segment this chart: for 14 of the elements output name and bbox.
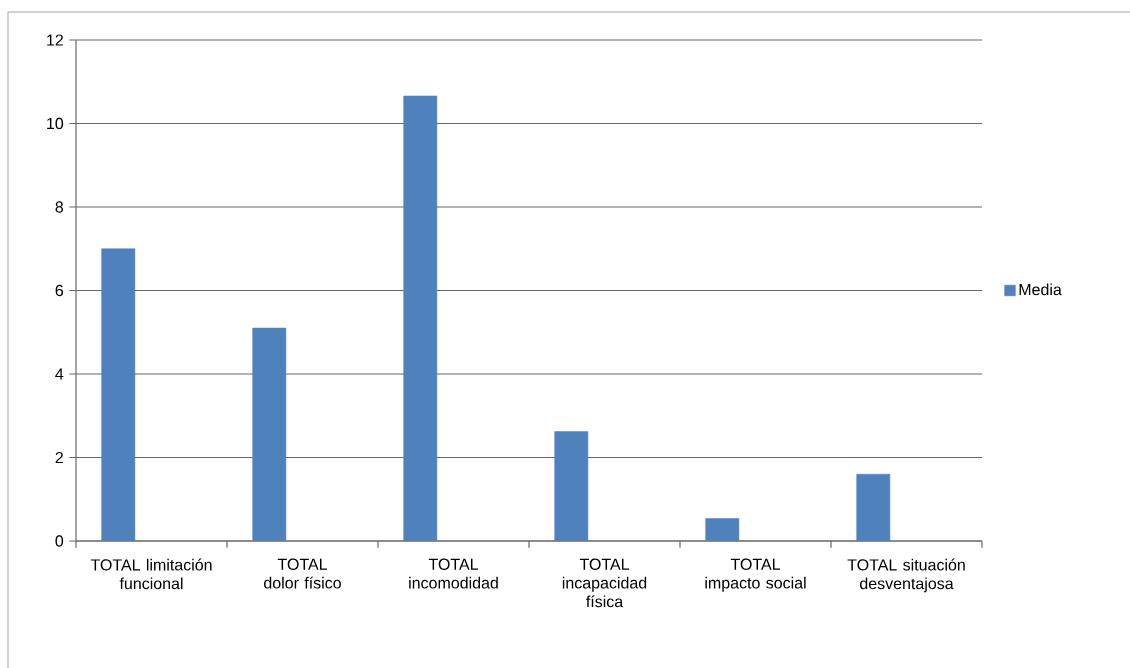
legend-label: Media bbox=[1019, 283, 1062, 296]
x-tick-label: TOTAL dolor físico bbox=[264, 558, 341, 589]
x-tick-label: TOTAL incomodidad bbox=[409, 558, 498, 589]
y-tick-label: 12 bbox=[47, 34, 63, 46]
x-tick-label: TOTAL situación desventajosa bbox=[847, 558, 965, 593]
y-tick-label: 2 bbox=[55, 451, 63, 464]
x-tick-label: TOTAL impacto social bbox=[705, 558, 806, 592]
y-tick-label: 10 bbox=[47, 117, 64, 130]
x-tick-label: TOTAL incapacidad física bbox=[562, 558, 647, 608]
y-tick-label: 4 bbox=[55, 368, 64, 380]
y-tick-label: 8 bbox=[55, 201, 64, 213]
y-tick-label: 0 bbox=[55, 535, 64, 547]
y-tick-label: 6 bbox=[55, 284, 64, 297]
x-tick-label: TOTAL limitación funcional bbox=[90, 558, 212, 590]
